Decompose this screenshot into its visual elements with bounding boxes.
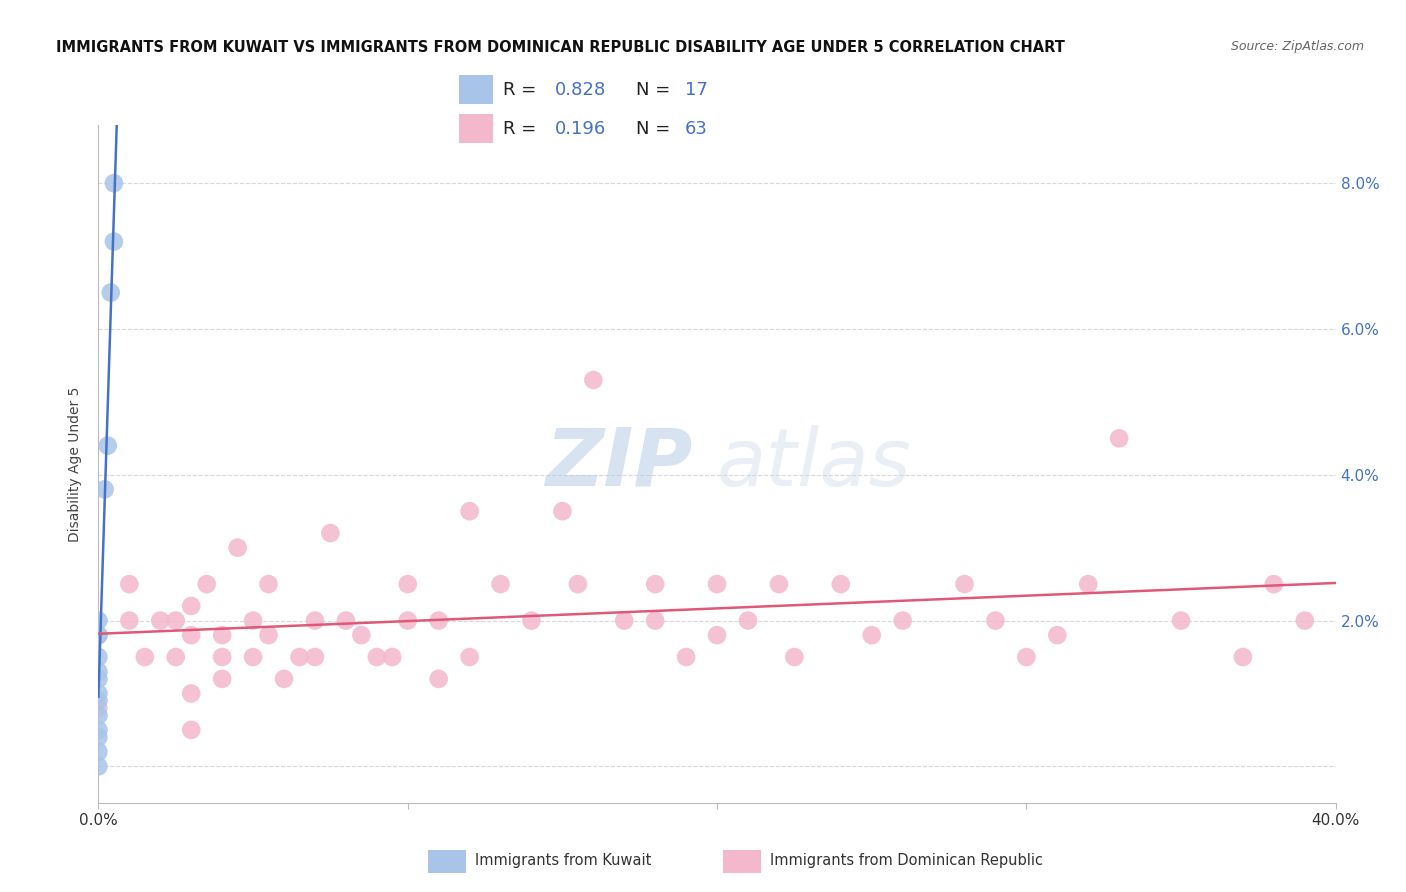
Point <box>149 614 172 628</box>
Point <box>165 650 187 665</box>
Point <box>180 723 202 737</box>
Point <box>1170 614 1192 628</box>
Point <box>87 708 110 723</box>
Point <box>87 614 110 628</box>
Point <box>180 686 202 700</box>
Point <box>1263 577 1285 591</box>
Point <box>87 730 110 744</box>
Point <box>103 176 125 190</box>
Text: R =: R = <box>502 120 541 137</box>
Point <box>860 628 883 642</box>
Text: R =: R = <box>502 81 541 99</box>
Point <box>706 577 728 591</box>
Point <box>87 665 110 679</box>
Point <box>304 650 326 665</box>
Point <box>613 614 636 628</box>
Point <box>644 577 666 591</box>
Point <box>226 541 249 555</box>
Point <box>953 577 976 591</box>
Point <box>706 628 728 642</box>
Text: 0.828: 0.828 <box>555 81 606 99</box>
Point <box>257 577 280 591</box>
Text: Source: ZipAtlas.com: Source: ZipAtlas.com <box>1230 40 1364 54</box>
Point <box>350 628 373 642</box>
Point <box>195 577 218 591</box>
Point <box>242 614 264 628</box>
Point <box>211 650 233 665</box>
FancyBboxPatch shape <box>723 850 762 873</box>
Point <box>582 373 605 387</box>
Point <box>335 614 357 628</box>
Point <box>768 577 790 591</box>
Text: Immigrants from Kuwait: Immigrants from Kuwait <box>475 854 651 868</box>
Point <box>1077 577 1099 591</box>
Point <box>100 285 122 300</box>
Point <box>180 599 202 613</box>
Point <box>1046 628 1069 642</box>
FancyBboxPatch shape <box>460 114 494 143</box>
Point <box>1294 614 1316 628</box>
Point <box>118 577 141 591</box>
Point <box>87 650 110 665</box>
Point <box>288 650 311 665</box>
Point <box>257 628 280 642</box>
Point <box>458 650 481 665</box>
Point <box>93 483 115 497</box>
FancyBboxPatch shape <box>460 76 494 104</box>
Point <box>87 672 110 686</box>
Point <box>319 526 342 541</box>
Y-axis label: Disability Age Under 5: Disability Age Under 5 <box>69 386 83 541</box>
Point <box>103 235 125 249</box>
Point <box>87 628 110 642</box>
Point <box>1015 650 1038 665</box>
Point <box>381 650 404 665</box>
Text: IMMIGRANTS FROM KUWAIT VS IMMIGRANTS FROM DOMINICAN REPUBLIC DISABILITY AGE UNDE: IMMIGRANTS FROM KUWAIT VS IMMIGRANTS FRO… <box>56 40 1066 55</box>
Point <box>87 694 110 708</box>
Point <box>87 723 110 737</box>
Point <box>118 614 141 628</box>
Text: N =: N = <box>636 81 675 99</box>
Point <box>304 614 326 628</box>
Text: atlas: atlas <box>717 425 912 503</box>
Text: 63: 63 <box>685 120 707 137</box>
Point <box>1232 650 1254 665</box>
Point <box>366 650 388 665</box>
Point <box>644 614 666 628</box>
Point <box>87 701 110 715</box>
Point <box>211 628 233 642</box>
Point <box>97 439 120 453</box>
Point <box>891 614 914 628</box>
Point <box>984 614 1007 628</box>
Point <box>273 672 295 686</box>
Point <box>458 504 481 518</box>
Point <box>427 614 450 628</box>
Point <box>520 614 543 628</box>
Point <box>396 614 419 628</box>
Point <box>396 577 419 591</box>
Point <box>180 628 202 642</box>
Point <box>87 745 110 759</box>
Point <box>87 759 110 773</box>
Point <box>737 614 759 628</box>
Text: Immigrants from Dominican Republic: Immigrants from Dominican Republic <box>770 854 1043 868</box>
Point <box>551 504 574 518</box>
Text: 17: 17 <box>685 81 707 99</box>
Point <box>165 614 187 628</box>
Point <box>134 650 156 665</box>
Point <box>87 686 110 700</box>
Point <box>242 650 264 665</box>
Point <box>830 577 852 591</box>
Point <box>567 577 589 591</box>
Point <box>427 672 450 686</box>
FancyBboxPatch shape <box>427 850 467 873</box>
Point <box>783 650 806 665</box>
Text: 0.196: 0.196 <box>555 120 606 137</box>
Text: ZIP: ZIP <box>546 425 692 503</box>
Point <box>675 650 697 665</box>
Point <box>1108 431 1130 445</box>
Point <box>489 577 512 591</box>
Point <box>87 628 110 642</box>
Point <box>211 672 233 686</box>
Text: N =: N = <box>636 120 675 137</box>
